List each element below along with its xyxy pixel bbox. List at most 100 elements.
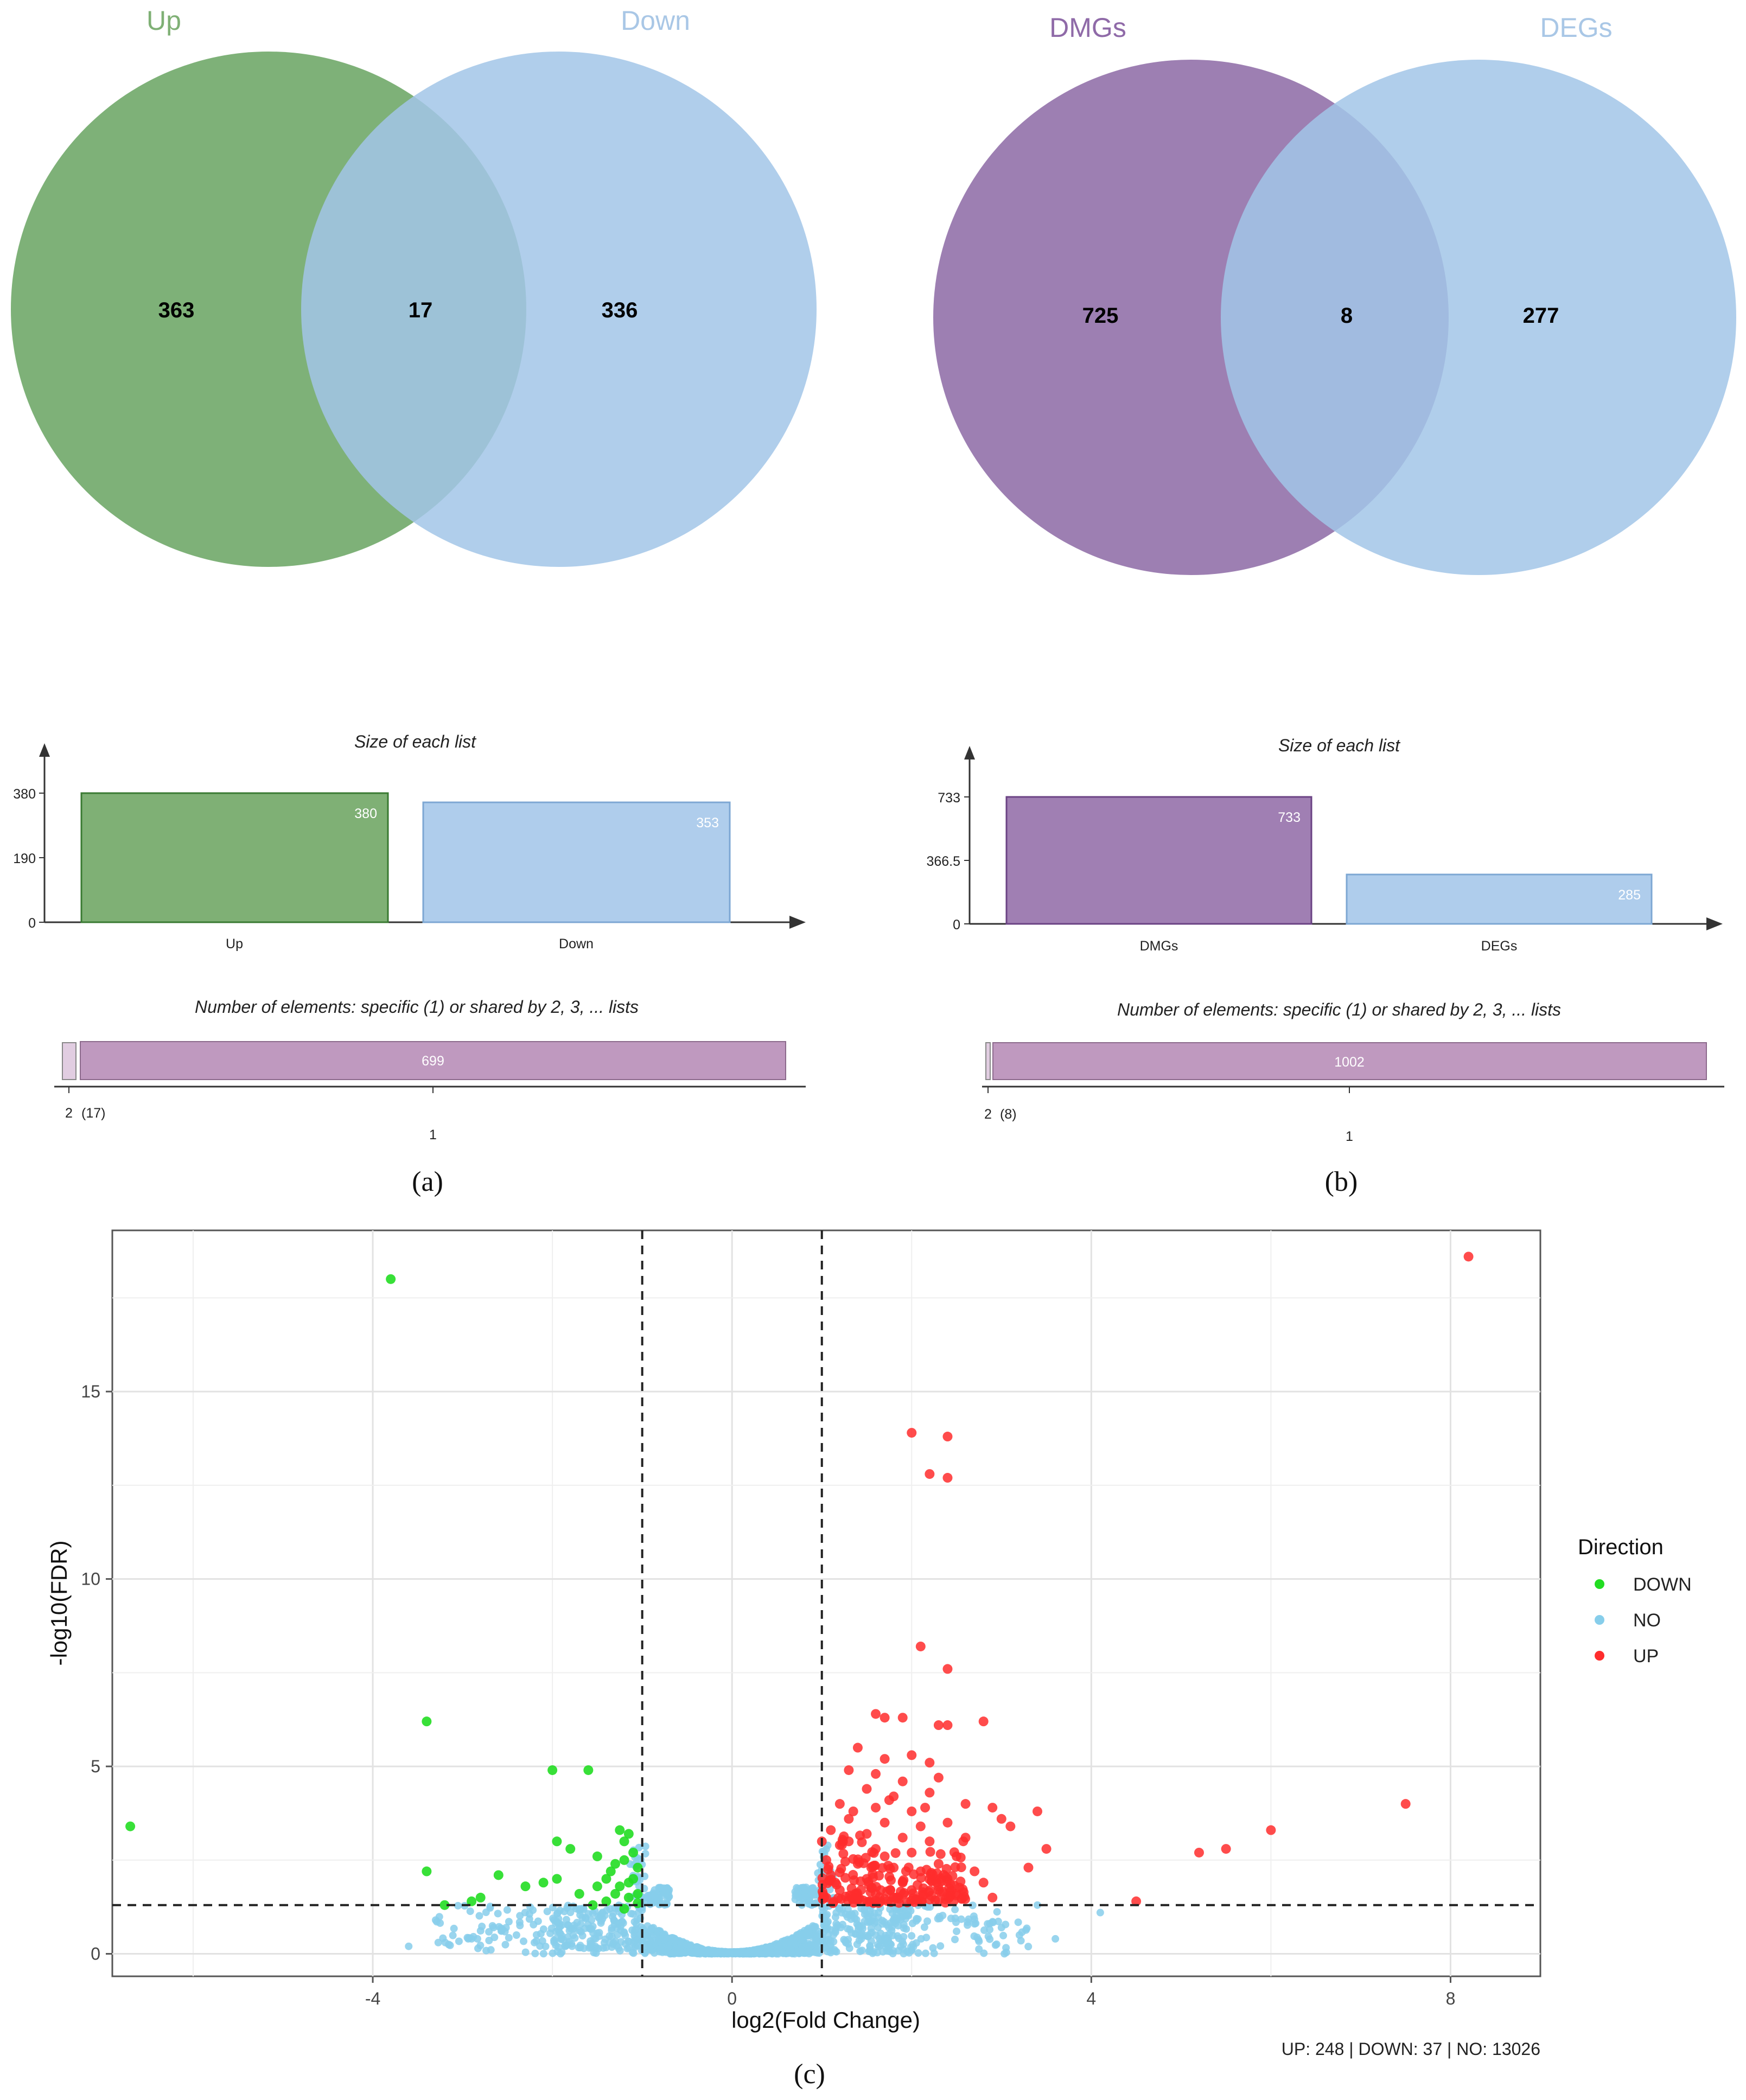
x-tick-label: 8 <box>1446 1989 1456 2008</box>
up-point <box>880 1754 890 1764</box>
no-point <box>641 1842 649 1850</box>
no-point <box>531 1949 539 1957</box>
no-point <box>842 1937 850 1945</box>
up-point <box>960 1799 971 1809</box>
no-point <box>627 1910 635 1918</box>
up-point <box>857 1837 867 1847</box>
no-point <box>539 1925 547 1933</box>
venn-diagram-a: Up Down 363 17 336 <box>11 5 817 567</box>
no-point <box>922 1933 931 1942</box>
no-point <box>992 1940 1001 1948</box>
down-point <box>633 1888 643 1899</box>
no-point <box>516 1922 524 1930</box>
no-point <box>501 1941 509 1949</box>
no-point <box>871 1918 880 1926</box>
up-point <box>846 1892 857 1902</box>
up-point <box>897 1833 908 1843</box>
up-point <box>884 1872 895 1882</box>
no-point <box>900 1933 908 1941</box>
no-point <box>731 1949 739 1957</box>
down-point <box>619 1904 629 1914</box>
no-point <box>814 1935 823 1943</box>
up-point <box>1221 1844 1231 1854</box>
no-point <box>986 1925 994 1933</box>
no-point <box>880 1918 888 1926</box>
no-point <box>989 1918 997 1926</box>
x-tick-label: -4 <box>365 1989 380 2008</box>
venn-diagram-b: DMGs DEGs 725 8 277 <box>933 12 1736 575</box>
no-point <box>1096 1908 1104 1917</box>
volcano-ticks: -4 0 4 8 0 5 10 15 <box>81 1382 1455 2008</box>
up-point <box>916 1873 926 1883</box>
up-point <box>933 1895 944 1905</box>
down-point <box>588 1900 598 1910</box>
up-point <box>1463 1252 1474 1262</box>
no-point <box>603 1906 611 1914</box>
no-point <box>810 1923 818 1931</box>
bar-b-ytick-label-0: 0 <box>953 917 960 933</box>
up-point <box>871 1709 881 1719</box>
no-point <box>595 1929 603 1937</box>
bar-a-down-value: 353 <box>696 815 719 831</box>
up-point <box>831 1880 842 1890</box>
legend-up-marker <box>1595 1651 1604 1661</box>
no-point <box>569 1925 577 1933</box>
no-point <box>502 1924 510 1932</box>
up-point <box>836 1863 846 1874</box>
up-point <box>840 1873 850 1883</box>
volcano-y-label: -log10(FDR) <box>46 1540 72 1665</box>
no-point <box>568 1942 576 1950</box>
bar-b-degs <box>1346 873 1653 925</box>
down-point <box>601 1896 611 1906</box>
no-point <box>564 1901 572 1910</box>
no-point <box>756 1949 764 1957</box>
up-point <box>1266 1825 1276 1835</box>
up-point <box>862 1784 872 1794</box>
no-point <box>965 1915 973 1923</box>
up-point <box>925 1788 935 1798</box>
up-point <box>910 1894 921 1905</box>
bar-a-down <box>422 801 731 923</box>
up-point <box>915 1641 926 1651</box>
volcano-up-points <box>817 1252 1474 1908</box>
no-point <box>550 1936 558 1944</box>
no-point <box>589 1923 597 1931</box>
no-point <box>953 1927 961 1936</box>
up-point <box>996 1814 1006 1824</box>
shared-b-main-value: 1002 <box>1334 1055 1365 1070</box>
no-point <box>827 1949 835 1957</box>
no-point <box>1052 1935 1060 1943</box>
no-point <box>505 1933 513 1942</box>
no-point <box>578 1913 587 1922</box>
shared-b-main-label: 1 <box>1346 1129 1353 1144</box>
bar-a-up <box>80 792 389 923</box>
no-point <box>889 1931 897 1939</box>
no-point <box>476 1927 485 1935</box>
up-point <box>823 1864 833 1874</box>
x-tick-label: 0 <box>727 1989 737 2008</box>
volcano-threshold-lines <box>112 1230 1540 1976</box>
up-point <box>840 1856 850 1867</box>
no-point <box>864 1918 872 1926</box>
down-point <box>601 1874 611 1884</box>
no-point <box>856 1931 864 1939</box>
no-point <box>812 1891 820 1899</box>
shared-a-main-value: 699 <box>422 1054 444 1069</box>
no-point <box>797 1936 805 1944</box>
no-point <box>521 1948 530 1956</box>
up-point <box>838 1848 849 1859</box>
down-point <box>592 1881 602 1892</box>
down-point <box>610 1888 620 1899</box>
no-point <box>564 1933 572 1941</box>
no-point <box>763 1948 771 1956</box>
venn-b-set2-label: DEGs <box>1540 12 1612 43</box>
down-point <box>610 1859 620 1869</box>
no-point <box>936 1942 945 1950</box>
down-point <box>628 1874 639 1884</box>
no-point <box>450 1924 458 1932</box>
volcano-legend: Direction DOWN NO UP <box>1578 1535 1692 1667</box>
no-point <box>512 1931 520 1939</box>
down-point <box>606 1866 616 1876</box>
bar-b-ytick-label-mid: 366.5 <box>926 854 960 869</box>
no-point <box>821 1925 829 1933</box>
